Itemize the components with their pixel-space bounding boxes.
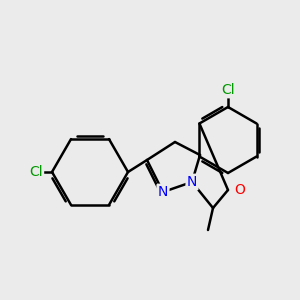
Text: O: O (235, 183, 245, 197)
Text: Cl: Cl (29, 165, 43, 179)
Text: N: N (187, 175, 197, 189)
Text: N: N (158, 185, 168, 199)
Text: Cl: Cl (221, 83, 235, 97)
